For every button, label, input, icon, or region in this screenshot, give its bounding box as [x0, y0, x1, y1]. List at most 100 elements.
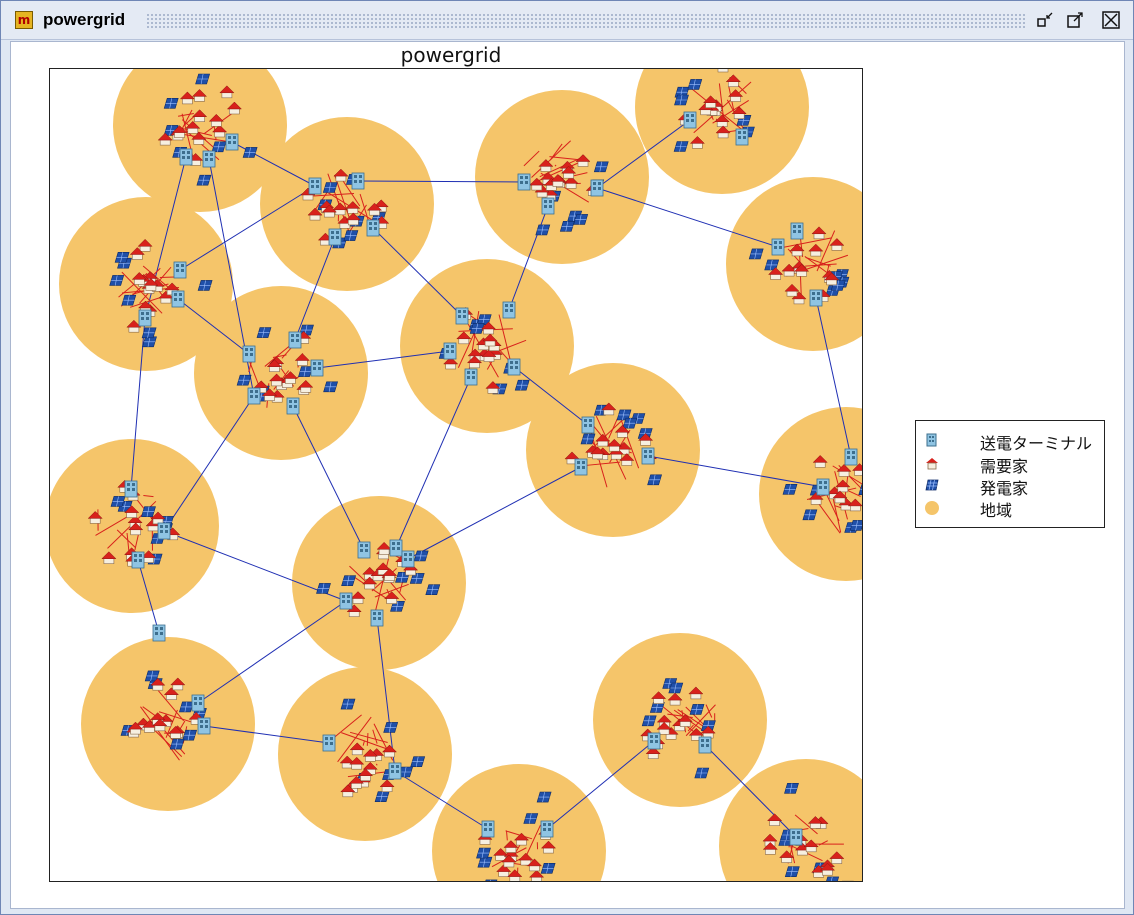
generator-marker	[559, 221, 575, 232]
transmission-link	[197, 600, 347, 704]
demand-marker	[348, 775, 365, 789]
generator-marker	[121, 294, 137, 306]
demand-marker	[294, 353, 310, 366]
terminal-marker	[771, 238, 785, 256]
generator-marker	[616, 409, 632, 421]
demand-marker	[812, 455, 828, 468]
demand-marker	[282, 371, 299, 384]
generator-marker	[182, 729, 198, 741]
legend-label: 需要家	[980, 457, 1029, 476]
distribution-line	[804, 255, 829, 274]
demand-marker	[167, 725, 184, 739]
distribution-line	[818, 840, 828, 846]
terminal-marker	[388, 762, 402, 780]
generator-marker	[469, 323, 485, 334]
terminal-marker	[641, 447, 655, 465]
demand-marker	[808, 243, 824, 257]
title-bar-grip[interactable]	[146, 13, 1026, 29]
distribution-line	[685, 706, 704, 725]
distribution-line	[505, 830, 533, 840]
distribution-line	[554, 164, 557, 167]
demand-marker	[191, 89, 208, 102]
transmission-link	[704, 744, 797, 838]
demand-marker	[766, 813, 783, 827]
demand-marker	[715, 125, 731, 139]
generator-marker	[784, 866, 800, 878]
terminal-marker	[816, 478, 830, 496]
distribution-line	[264, 342, 294, 367]
transmission-link	[292, 405, 365, 551]
maximize-button[interactable]	[1065, 10, 1085, 30]
region-cluster	[120, 624, 211, 761]
terminal-marker	[171, 290, 185, 308]
distribution-line	[116, 529, 136, 548]
generator-marker	[647, 474, 663, 486]
generator-marker	[802, 509, 818, 521]
transmission-link	[137, 559, 160, 634]
minimize-icon	[1037, 12, 1053, 27]
region-circle	[432, 764, 606, 881]
terminal-marker	[502, 301, 516, 319]
close-button[interactable]	[1101, 10, 1121, 30]
terminal-marker	[366, 219, 380, 237]
demand-marker	[481, 349, 497, 362]
demand-marker	[362, 748, 378, 762]
demand-marker	[731, 106, 747, 119]
demand-marker	[152, 718, 168, 732]
demand-marker	[219, 85, 235, 99]
terminal-marker	[581, 416, 595, 434]
transmission-link	[163, 395, 255, 532]
demand-marker	[589, 446, 606, 460]
demand-marker	[526, 858, 543, 872]
generator-marker	[409, 573, 425, 584]
demand-marker	[550, 174, 566, 187]
demand-marker	[179, 91, 196, 105]
demand-marker	[150, 677, 166, 691]
regions-layer	[50, 69, 862, 881]
demand-marker	[357, 768, 374, 782]
distribution-line	[816, 230, 836, 272]
distribution-line	[523, 150, 540, 167]
generator-marker	[784, 782, 799, 794]
demand-marker	[832, 490, 848, 504]
generator-marker	[535, 224, 551, 236]
demand-marker	[87, 511, 103, 524]
legend-item-terminal: 送電ターミナル	[916, 429, 1104, 453]
transmission-link	[508, 205, 549, 311]
distribution-line	[158, 690, 185, 722]
transmission-link	[294, 236, 336, 341]
transmission-link	[546, 740, 655, 830]
terminal-marker	[202, 150, 216, 168]
generator-marker	[641, 715, 657, 727]
demand-marker	[366, 202, 383, 216]
region-circle	[278, 667, 452, 841]
distribution-line	[805, 256, 831, 267]
demand-marker	[829, 238, 845, 251]
generator-marker	[413, 550, 429, 562]
distribution-line	[693, 81, 752, 134]
generator-marker	[748, 248, 764, 260]
transmission-link	[372, 227, 463, 317]
distribution-line	[177, 112, 194, 117]
terminal-marker	[197, 717, 211, 735]
demand-marker	[381, 568, 398, 581]
distribution-line	[95, 516, 127, 536]
demand-marker	[513, 832, 530, 846]
solar-panel-icon	[925, 479, 939, 491]
region-cluster	[517, 140, 609, 236]
demand-marker	[143, 278, 159, 291]
terminal-marker	[844, 448, 858, 466]
generator-marker	[340, 698, 356, 710]
demand-marker	[261, 388, 278, 401]
region-cluster	[322, 698, 426, 803]
generator-marker	[410, 756, 426, 768]
terminal-marker	[455, 307, 469, 325]
demand-marker	[485, 381, 501, 394]
demand-marker	[129, 247, 145, 260]
nodes-layer	[87, 69, 862, 881]
demand-marker	[307, 207, 323, 221]
minimize-button[interactable]	[1035, 10, 1055, 30]
demand-marker	[150, 511, 166, 525]
title-bar[interactable]: m powergrid	[1, 1, 1133, 40]
distribution-line	[366, 733, 369, 746]
